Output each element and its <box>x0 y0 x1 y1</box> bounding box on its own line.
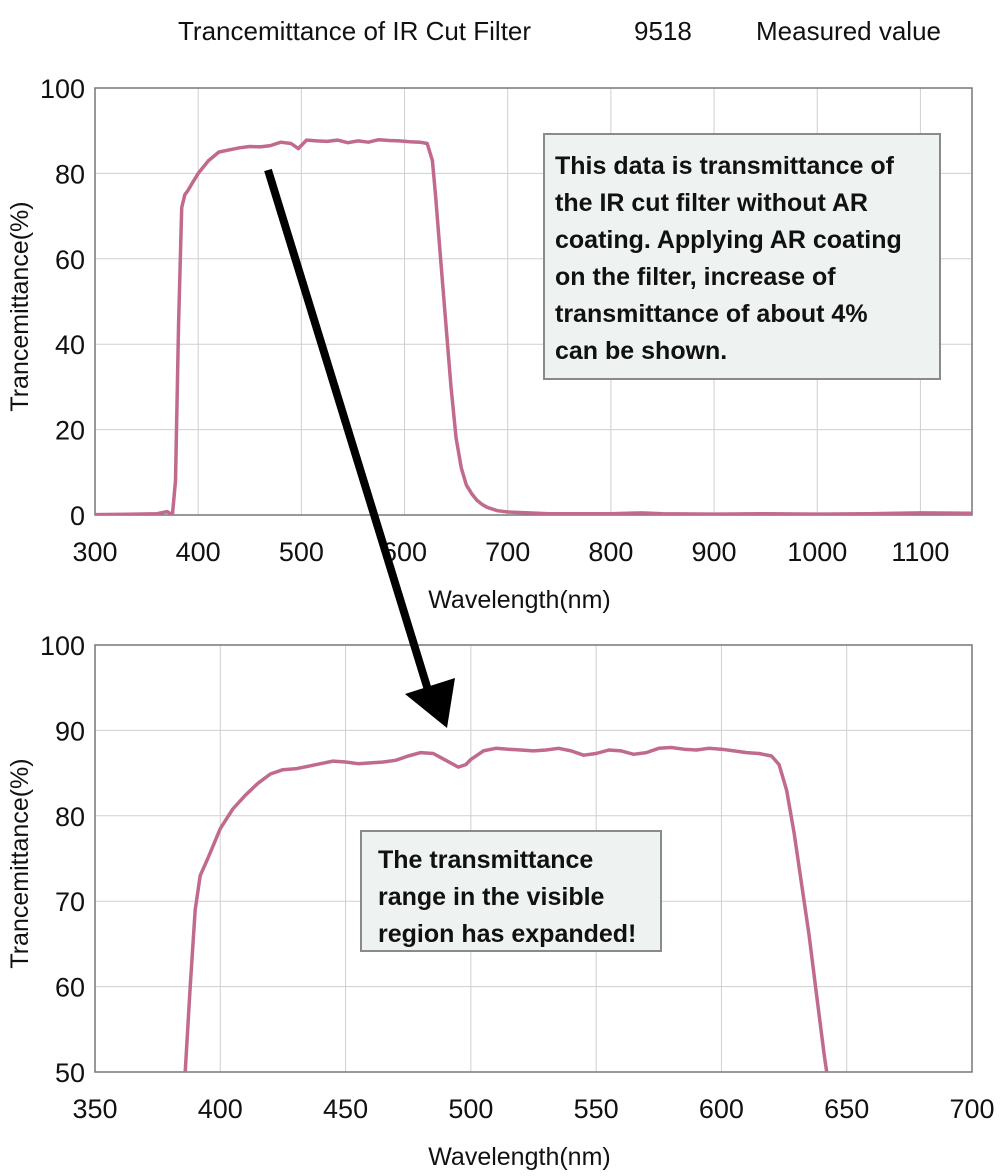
x-tick-label: 450 <box>323 1094 368 1124</box>
y-tick-label: 0 <box>70 501 85 531</box>
note-box-top: This data is transmittance of the IR cut… <box>543 133 941 380</box>
series-line <box>183 745 829 1072</box>
x-axis-label: Wavelength(nm) <box>428 586 610 614</box>
chart-bottom: 350 400 450 500 550 600 650 700 50 60 70 80 90 100 Wav… <box>6 631 995 1171</box>
x-tick-label: 1000 <box>787 537 847 567</box>
x-tick-label: 300 <box>72 537 117 567</box>
x-tick-label: 700 <box>949 1094 994 1124</box>
y-tick-label: 40 <box>55 330 85 360</box>
y-tick-label: 100 <box>40 74 85 104</box>
y-tick-label: 80 <box>55 159 85 189</box>
y-tick-label: 90 <box>55 716 85 746</box>
x-tick-label: 500 <box>448 1094 493 1124</box>
y-tick-label: 80 <box>55 802 85 832</box>
plot-frame <box>94 87 973 516</box>
y-tick-label: 60 <box>55 245 85 275</box>
arrow-head <box>405 678 455 728</box>
x-tick-label: 400 <box>198 1094 243 1124</box>
note-box-bottom: The transmittance range in the visible r… <box>360 830 662 952</box>
chart-header-model: 9518 <box>634 16 692 46</box>
y-axis-label: Trancemittance(%) <box>6 201 34 411</box>
x-tick-label: 400 <box>176 537 221 567</box>
x-tick-label: 650 <box>824 1094 869 1124</box>
x-tick-label: 500 <box>279 537 324 567</box>
y-tick-label: 50 <box>55 1058 85 1088</box>
x-tick-label: 600 <box>699 1094 744 1124</box>
note-top-text: This data is transmittance of the IR cut… <box>555 152 902 365</box>
chart-header-title: Trancemittance of IR Cut Filter <box>178 16 532 46</box>
y-tick-label: 70 <box>55 887 85 917</box>
arrow-layer <box>264 168 455 728</box>
x-tick-label: 900 <box>692 537 737 567</box>
chart-header-label: Measured value <box>756 16 941 46</box>
y-axis-label: Trancemittance(%) <box>6 758 34 968</box>
y-tick-label: 100 <box>40 631 85 661</box>
x-axis-label: Wavelength(nm) <box>428 1143 610 1171</box>
series-line <box>95 137 972 515</box>
plot-frame <box>94 644 973 1073</box>
arrow-shaft <box>264 168 432 692</box>
x-tick-label: 350 <box>72 1094 117 1124</box>
note-bottom-text: The transmittance range in the visible r… <box>378 846 637 948</box>
y-tick-label: 60 <box>55 973 85 1003</box>
x-tick-label: 700 <box>485 537 530 567</box>
x-tick-label: 550 <box>574 1094 619 1124</box>
x-tick-label: 1100 <box>891 537 949 567</box>
x-tick-label: 800 <box>588 537 633 567</box>
y-tick-label: 20 <box>55 416 85 446</box>
